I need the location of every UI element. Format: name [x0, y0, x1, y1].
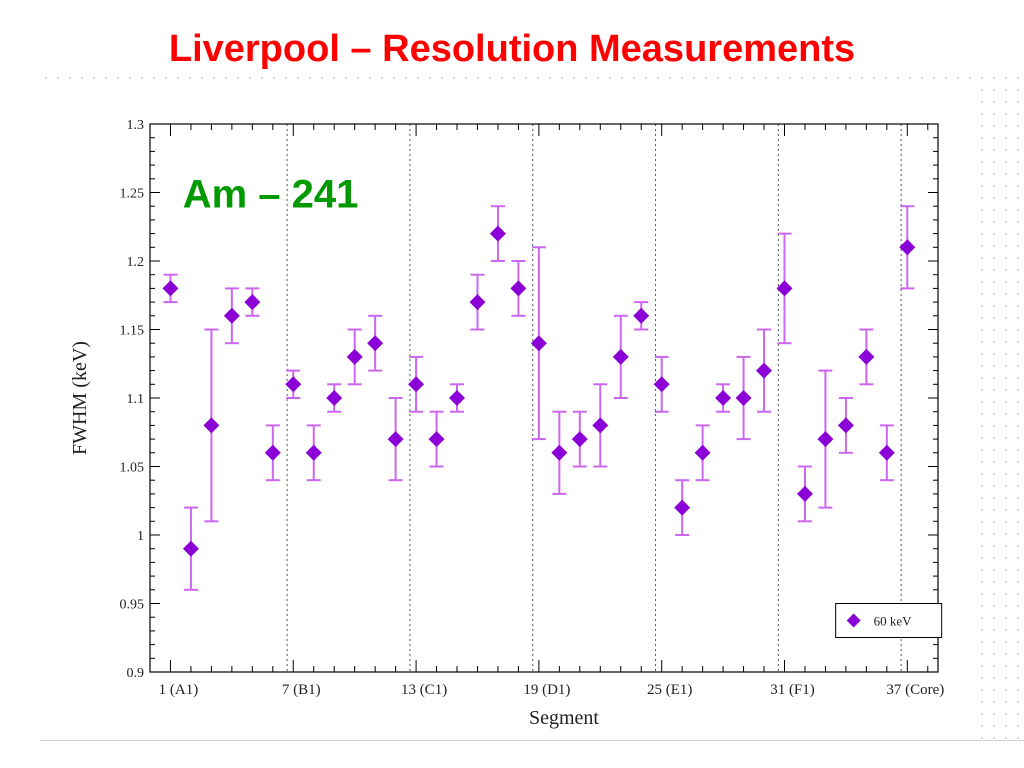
data-point-diamond [796, 485, 813, 502]
y-tick-label: 1.05 [120, 461, 145, 476]
data-point-diamond [899, 239, 916, 256]
data-point-diamond [367, 335, 384, 352]
data-point-diamond [182, 540, 199, 557]
data-point-diamond [387, 431, 404, 448]
data-point-diamond [858, 348, 875, 365]
y-tick-label: 0.95 [120, 598, 145, 613]
y-axis-label: FWHM (keV) [69, 341, 91, 455]
error-bars [163, 205, 915, 591]
data-point-diamond [162, 280, 179, 297]
data-point-diamond [530, 335, 547, 352]
data-point-diamond [878, 444, 895, 461]
data-point-diamond [694, 444, 711, 461]
y-tick-label: 1.1 [127, 392, 145, 407]
data-point-diamond [571, 431, 588, 448]
data-point-diamond [817, 431, 834, 448]
data-point-diamond [735, 390, 752, 406]
x-tick-label: 25 (E1) [647, 682, 692, 698]
legend-label: 60 keV [874, 614, 913, 629]
y-axis-ticks: 0.9 0.95 1 1.05 1.1 1.15 1.2 1.25 1.3 [120, 118, 938, 681]
data-point-diamond [510, 280, 527, 297]
data-point-diamond [449, 390, 466, 406]
data-points [162, 225, 916, 557]
x-tick-label: 7 (B1) [282, 682, 321, 698]
data-point-diamond [653, 376, 670, 393]
x-tick-label: 13 (C1) [401, 682, 447, 698]
data-point-diamond [715, 390, 732, 406]
data-point-diamond [285, 376, 302, 393]
data-point-diamond [612, 348, 629, 365]
legend-diamond-icon [846, 613, 861, 628]
data-point-diamond [326, 390, 343, 406]
data-point-diamond [489, 225, 506, 242]
data-point-diamond [776, 280, 793, 297]
data-point-diamond [223, 307, 240, 324]
data-point-diamond [837, 417, 854, 434]
data-point-diamond [633, 307, 650, 324]
data-point-diamond [756, 362, 773, 379]
plot-frame [149, 123, 939, 673]
y-tick-label: 1.25 [120, 187, 145, 202]
data-point-diamond [674, 499, 691, 516]
y-tick-label: 1.3 [127, 118, 145, 133]
data-point-diamond [428, 431, 445, 448]
data-point-diamond [244, 294, 261, 311]
data-point-diamond [305, 444, 322, 461]
y-tick-label: 1.2 [127, 255, 145, 270]
data-point-diamond [551, 444, 568, 461]
fwhm-scatter-chart: 0.9 0.95 1 1.05 1.1 1.15 1.2 1.25 1.3 1 (A1) 7 (B… [69, 118, 944, 729]
x-tick-label: 31 (F1) [770, 682, 815, 698]
x-tick-label: 37 (Core) [886, 682, 944, 698]
segment-separators [286, 124, 902, 672]
x-tick-label: 1 (A1) [159, 682, 199, 698]
chart-panel: 0.9 0.95 1 1.05 1.1 1.15 1.2 1.25 1.3 1 (A1) 7 (B… [40, 80, 980, 740]
slide-title: Liverpool – Resolution Measurements [168, 28, 856, 70]
y-tick-label: 1 [137, 529, 144, 544]
data-point-diamond [592, 417, 609, 434]
x-axis-label: Segment [529, 707, 599, 729]
y-tick-label: 1.15 [120, 324, 145, 339]
x-tick-label: 19 (D1) [523, 682, 570, 698]
legend: 60 keV [835, 603, 943, 638]
x-axis-ticks: 1 (A1) 7 (B1) 13 (C1) 19 (D1) 25 (E1) 31 (F1)… [159, 124, 944, 698]
data-point-diamond [408, 376, 425, 393]
chart-annotation: Am – 241 [183, 173, 359, 217]
data-point-diamond [469, 294, 486, 311]
y-tick-label: 0.9 [127, 666, 145, 681]
data-point-diamond [346, 348, 363, 365]
data-point-diamond [203, 417, 220, 434]
data-point-diamond [264, 444, 281, 461]
